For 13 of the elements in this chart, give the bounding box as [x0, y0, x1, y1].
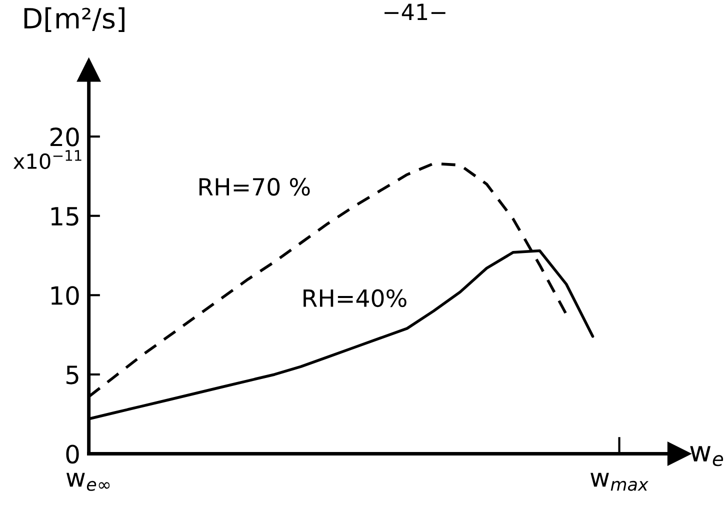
text: −41−: [384, 4, 446, 20]
y-tick-label: 10: [51, 286, 79, 306]
series-label: RH=40%: [304, 289, 406, 308]
y-tick-label: 20: [50, 127, 79, 146]
x-tick-label: w$_{e∞}$: [66, 472, 110, 491]
x-axis-title: w$_{e}$: [690, 446, 724, 466]
y-axis-title: D[m²/s]: [24, 7, 124, 32]
y-tick-label: 15: [51, 207, 78, 226]
series-label: RH=70 %: [199, 178, 310, 196]
x-tick-label: w$_{max}$: [590, 472, 648, 491]
text: x10$^{−11}$: [13, 150, 82, 170]
y-tick-label: 5: [66, 366, 78, 384]
y-tick-label: 0: [66, 444, 79, 464]
